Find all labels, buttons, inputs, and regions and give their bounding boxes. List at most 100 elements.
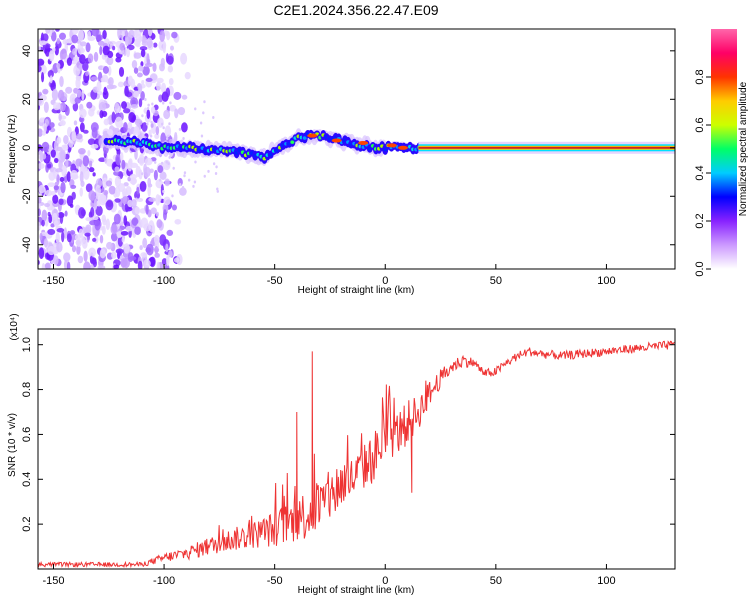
carrier-peak bbox=[331, 138, 342, 143]
noise-speck bbox=[212, 162, 216, 166]
noise-blob bbox=[66, 57, 73, 66]
noise-blob bbox=[41, 72, 45, 83]
noise-blob bbox=[66, 261, 71, 269]
noise-speck bbox=[143, 165, 147, 169]
noise-blob bbox=[61, 165, 68, 177]
noise-blob bbox=[85, 217, 93, 222]
noise-speck bbox=[167, 162, 170, 166]
noise-blob bbox=[160, 57, 165, 68]
noise-blob bbox=[152, 62, 157, 72]
noise-blob bbox=[47, 245, 56, 256]
noise-blob bbox=[169, 104, 177, 112]
noise-blob bbox=[70, 231, 75, 244]
noise-blob bbox=[146, 37, 153, 49]
noise-blob bbox=[147, 183, 153, 188]
noise-blob bbox=[52, 194, 59, 204]
noise-blob bbox=[105, 218, 111, 231]
noise-blob bbox=[69, 203, 74, 208]
noise-blob bbox=[69, 230, 76, 235]
noise-blob bbox=[153, 169, 158, 181]
noise-speck bbox=[165, 160, 168, 164]
x-tick-label: -50 bbox=[267, 575, 283, 587]
noise-blob bbox=[56, 227, 65, 233]
noise-blob bbox=[90, 76, 99, 81]
noise-blob bbox=[156, 261, 161, 269]
noise-blob bbox=[159, 171, 167, 180]
noise-blob bbox=[160, 82, 167, 94]
noise-speck bbox=[162, 101, 165, 105]
noise-speck bbox=[146, 106, 150, 110]
noise-speck bbox=[162, 189, 165, 193]
noise-blob bbox=[123, 122, 128, 133]
noise-blob bbox=[49, 75, 53, 84]
noise-blob bbox=[114, 116, 123, 128]
carrier-hot bbox=[302, 136, 307, 140]
noise-blob bbox=[138, 154, 145, 166]
noise-blob bbox=[85, 71, 89, 77]
noise-blob bbox=[88, 190, 96, 201]
snr-series-line bbox=[38, 340, 675, 569]
noise-blob bbox=[95, 205, 103, 217]
noise-blob bbox=[93, 51, 99, 62]
y-tick-label: 0.2 bbox=[21, 516, 33, 531]
noise-blob bbox=[39, 232, 43, 241]
noise-speck bbox=[160, 122, 164, 126]
y-tick-label: 0.8 bbox=[21, 382, 33, 397]
noise-blob bbox=[40, 231, 48, 236]
noise-blob bbox=[59, 32, 67, 40]
noise-blob bbox=[92, 237, 97, 242]
noise-blob bbox=[162, 42, 166, 54]
x-tick-label: -150 bbox=[42, 275, 64, 287]
noise-blob bbox=[125, 225, 133, 232]
noise-speck bbox=[171, 194, 174, 198]
noise-blob bbox=[177, 178, 183, 187]
noise-blob bbox=[39, 40, 47, 46]
noise-speck bbox=[147, 103, 150, 107]
noise-blob bbox=[41, 209, 48, 222]
noise-blob bbox=[103, 87, 108, 94]
noise-blob bbox=[137, 260, 143, 269]
spectrogram-panel: -150 -100 -50 0 50 100 -40 -20 0 20 40 Height of … bbox=[7, 28, 676, 296]
noise-blob bbox=[181, 122, 188, 133]
noise-blob bbox=[102, 218, 107, 226]
noise-blob bbox=[168, 250, 173, 258]
snr-y-label: SNR (10 * v/v) bbox=[7, 413, 18, 477]
noise-blob bbox=[124, 30, 129, 38]
y-tick-label: 0.4 bbox=[21, 472, 33, 487]
noise-blob bbox=[114, 102, 119, 109]
snr-y-ticks: 0.2 0.4 0.6 0.8 1.0 bbox=[21, 337, 675, 532]
noise-blob bbox=[134, 29, 138, 39]
noise-blob bbox=[63, 252, 71, 262]
noise-blob bbox=[95, 34, 104, 41]
noise-blob bbox=[141, 79, 145, 85]
noise-blob bbox=[99, 234, 104, 244]
noise-blob bbox=[38, 184, 46, 194]
noise-blob bbox=[141, 40, 149, 47]
noise-blob bbox=[123, 182, 129, 187]
noise-blob bbox=[42, 88, 49, 95]
spectrogram-x-label: Height of straight line (km) bbox=[298, 285, 415, 296]
x-tick-label: 0 bbox=[382, 275, 388, 287]
noise-speck bbox=[169, 101, 172, 105]
noise-blob bbox=[60, 48, 67, 60]
noise-blob bbox=[148, 197, 157, 202]
noise-blob bbox=[107, 65, 112, 76]
noise-blob bbox=[143, 166, 151, 178]
noise-blob bbox=[115, 57, 122, 63]
noise-blob bbox=[66, 195, 74, 207]
noise-blob bbox=[139, 46, 148, 51]
spectrogram-y-ticks: -40 -20 0 20 40 bbox=[21, 45, 675, 253]
noise-blob bbox=[71, 29, 79, 35]
noise-blob bbox=[133, 67, 139, 74]
noise-blob bbox=[153, 234, 160, 245]
noise-blob bbox=[89, 264, 95, 269]
noise-blob bbox=[43, 101, 49, 113]
noise-blob bbox=[43, 122, 47, 133]
noise-speck bbox=[150, 120, 153, 124]
noise-blob bbox=[76, 133, 83, 140]
colorbar-tick-label: 0.0 bbox=[694, 261, 706, 276]
noise-blob bbox=[108, 185, 116, 195]
noise-blob bbox=[64, 105, 70, 116]
noise-blob bbox=[114, 186, 121, 198]
noise-blob bbox=[71, 130, 77, 142]
